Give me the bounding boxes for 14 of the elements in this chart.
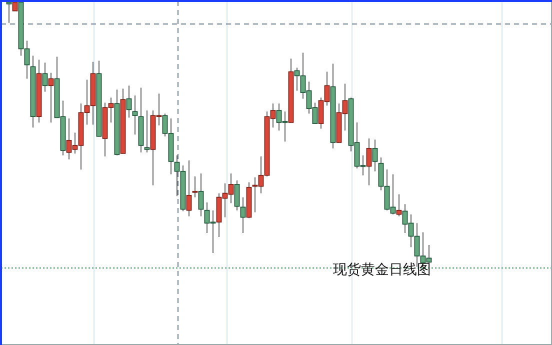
candlestick xyxy=(186,160,192,217)
candlestick xyxy=(132,95,138,135)
candlestick xyxy=(240,196,246,234)
candlestick xyxy=(192,176,198,198)
candlestick xyxy=(42,62,48,92)
candlestick xyxy=(366,138,372,186)
text: 现货黄金日线图 xyxy=(333,262,431,278)
candlestick xyxy=(48,72,54,123)
candlestick xyxy=(234,180,240,211)
candlestick xyxy=(372,139,378,172)
candlestick xyxy=(198,172,204,217)
candlestick xyxy=(126,85,132,118)
candlestick xyxy=(6,0,12,24)
candlestick xyxy=(144,110,150,153)
